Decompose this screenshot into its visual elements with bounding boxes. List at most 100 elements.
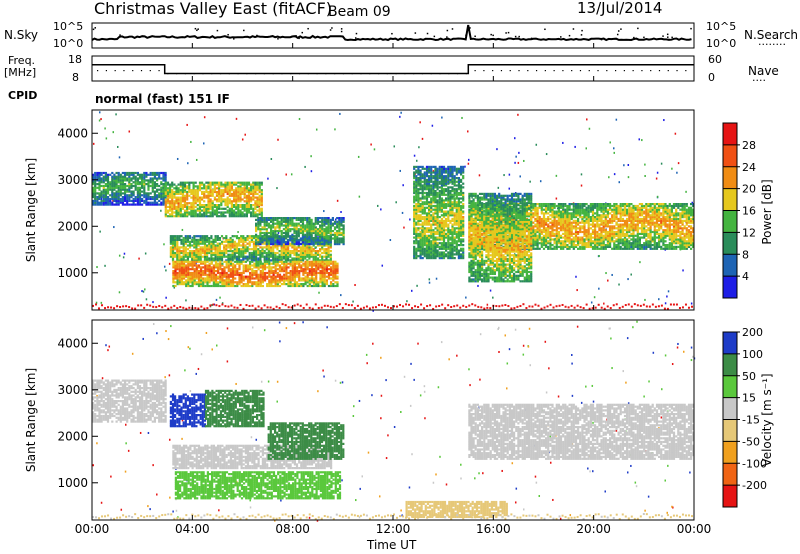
heatmap-cell [263,260,267,263]
heatmap-cell [447,257,450,260]
heatmap-cell [287,228,290,231]
heatmap-cell [225,255,228,258]
heatmap-cell [428,201,431,204]
heatmap-cell [207,185,210,188]
heatmap-cell [200,266,203,269]
heatmap-cell [156,201,159,204]
heatmap-cell [462,217,465,221]
heatmap-cell [449,257,452,260]
heatmap-cell [293,283,296,286]
heatmap-cell [205,205,208,208]
heatmap-cell [206,281,209,284]
heatmap-cell [193,260,196,263]
heatmap-cell [430,206,433,209]
heatmap-cell [259,259,262,262]
heatmap-cell [232,268,235,271]
heatmap-cell [282,217,285,220]
heatmap-cell [295,262,299,265]
heatmap-cell [225,251,228,255]
heatmap-cell [321,260,324,263]
heatmap-cell [238,244,241,247]
scatter-cell [401,211,404,214]
heatmap-cell [438,257,441,260]
heatmap-cell [308,246,311,249]
heatmap-cell [244,275,247,278]
heatmap-cell [228,190,231,194]
heatmap-cell [419,217,422,221]
heatmap-cell [250,187,253,190]
heatmap-cell [329,239,332,242]
noise-dot [354,37,357,39]
heatmap-cell [211,204,214,207]
heatmap-cell [233,204,236,207]
heatmap-cell [295,250,298,253]
heatmap-cell [460,178,463,181]
heatmap-cell [415,247,418,250]
heatmap-cell [276,246,279,249]
heatmap-cell [132,201,135,204]
heatmap-cell [244,246,247,249]
heatmap-cell [297,250,300,253]
heatmap-cell [440,191,443,195]
heatmap-cell [214,238,217,241]
heatmap-cell [312,230,315,233]
heatmap-cell [287,244,290,247]
heatmap-cell [100,190,103,193]
heatmap-cell [149,196,152,199]
heatmap-cell [460,221,463,224]
heatmap-cell [242,268,245,271]
heatmap-cell [438,238,441,241]
heatmap-cell [209,211,212,214]
heatmap-cell [240,255,243,258]
heatmap-cell [235,196,238,199]
heatmap-cell [306,275,309,278]
heatmap-cell [182,273,186,276]
heatmap-cell [227,259,230,262]
heatmap-cell [445,199,448,202]
heatmap-cell [94,173,97,176]
heatmap-cell [284,246,288,249]
nave-dot [246,73,248,75]
heatmap-cell [149,203,152,206]
heatmap-cell [246,277,250,280]
heatmap-cell [134,183,137,186]
heatmap-cell [263,250,266,253]
scatter-cell [290,173,293,176]
heatmap-cell [242,283,245,286]
heatmap-cell [421,232,424,235]
heatmap-cell [293,273,296,276]
heatmap-cell [215,192,219,195]
heatmap-cell [117,194,120,197]
heatmap-cell [229,275,232,278]
heatmap-cell [206,273,209,276]
heatmap-cell [310,271,314,275]
scatter-cell [285,173,287,176]
heatmap-cell [329,230,332,233]
heatmap-cell [100,201,103,204]
heatmap-cell [455,206,458,209]
nave-dot [342,73,345,75]
heatmap-cell [333,235,337,238]
heatmap-cell [276,259,279,262]
heatmap-cell [233,255,236,258]
heatmap-cell [257,275,260,278]
heatmap-cell [239,187,242,190]
heatmap-cell [280,250,283,253]
heatmap-cell [417,171,420,174]
heatmap-cell [203,240,207,243]
heatmap-cell [419,238,422,241]
heatmap-cell [306,217,309,220]
heatmap-cell [203,207,206,210]
heatmap-cell [171,215,174,218]
heatmap-cell [169,253,172,256]
heatmap-cell [111,184,114,188]
heatmap-cell [143,171,146,175]
heatmap-cell [293,237,296,240]
heatmap-cell [432,197,435,200]
heatmap-cell [199,251,202,255]
heatmap-cell [462,253,465,256]
heatmap-cell [214,250,217,253]
heatmap-cell [310,277,314,280]
nave-dot [140,70,143,72]
heatmap-cell [206,238,209,241]
